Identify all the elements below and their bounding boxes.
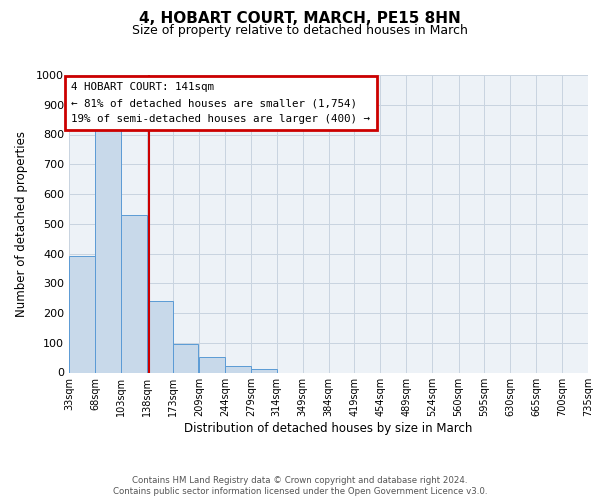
- Y-axis label: Number of detached properties: Number of detached properties: [15, 130, 28, 317]
- Bar: [69, 256, 95, 372]
- Text: 4 HOBART COURT: 141sqm
← 81% of detached houses are smaller (1,754)
19% of semi-: 4 HOBART COURT: 141sqm ← 81% of detached…: [71, 82, 370, 124]
- Bar: [251, 368, 277, 372]
- Text: Contains public sector information licensed under the Open Government Licence v3: Contains public sector information licen…: [113, 488, 487, 496]
- Text: Size of property relative to detached houses in March: Size of property relative to detached ho…: [132, 24, 468, 37]
- Bar: [146, 301, 173, 372]
- Bar: [199, 357, 225, 372]
- Bar: [173, 344, 199, 372]
- Bar: [95, 126, 121, 372]
- Text: Contains HM Land Registry data © Crown copyright and database right 2024.: Contains HM Land Registry data © Crown c…: [132, 476, 468, 485]
- X-axis label: Distribution of detached houses by size in March: Distribution of detached houses by size …: [184, 422, 473, 434]
- Text: 4, HOBART COURT, MARCH, PE15 8HN: 4, HOBART COURT, MARCH, PE15 8HN: [139, 11, 461, 26]
- Bar: [225, 366, 251, 372]
- Bar: [121, 215, 146, 372]
